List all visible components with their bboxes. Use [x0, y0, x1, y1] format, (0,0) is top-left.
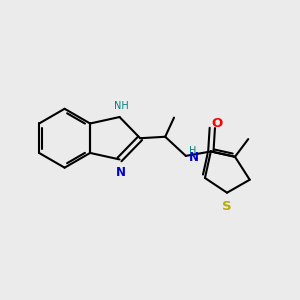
Text: NH: NH	[114, 100, 128, 110]
Text: H: H	[189, 146, 197, 156]
Text: N: N	[189, 151, 199, 164]
Text: S: S	[222, 200, 232, 213]
Text: O: O	[211, 117, 222, 130]
Text: N: N	[116, 166, 126, 179]
